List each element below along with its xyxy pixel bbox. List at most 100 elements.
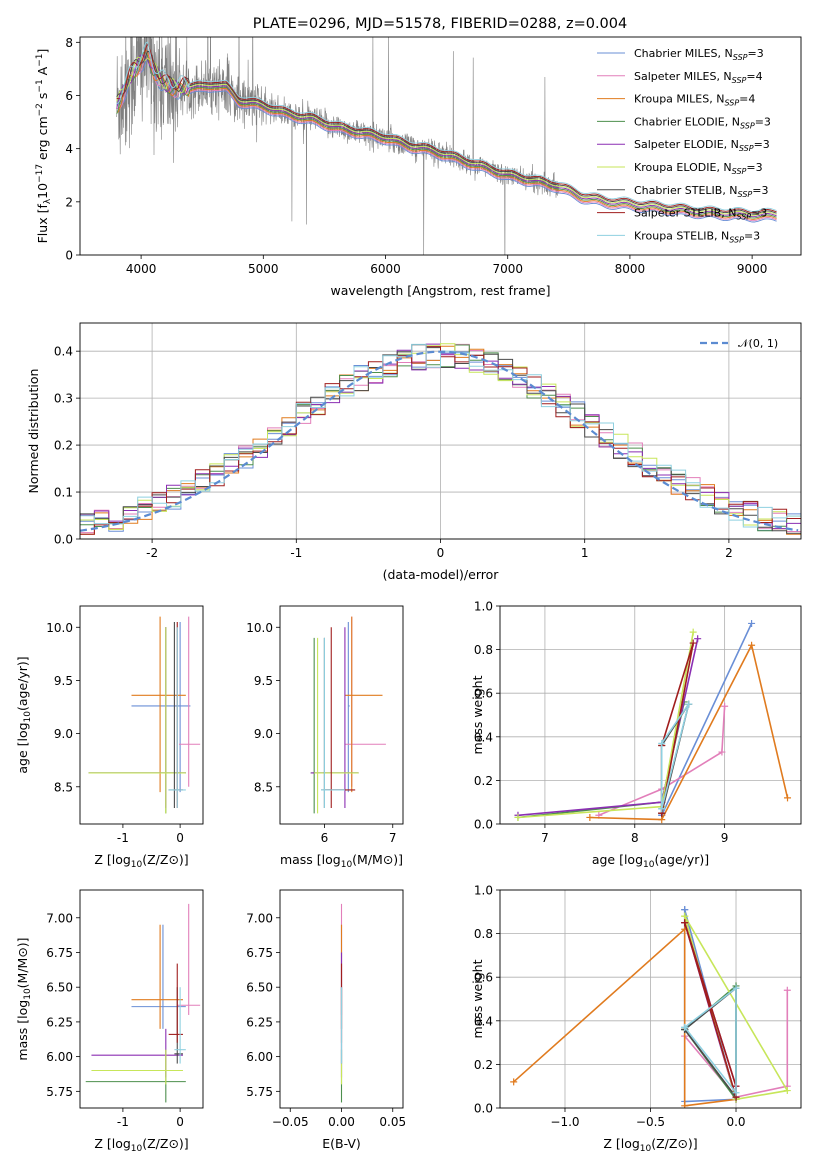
legend-name: Chabrier STELIB xyxy=(634,184,722,197)
legend-nssp: 3 xyxy=(763,138,770,151)
legend-n: , N xyxy=(709,93,724,106)
y-axis-label-text: mass [log xyxy=(15,1000,30,1061)
y-axis-label-part: −2 xyxy=(35,103,45,116)
y-axis-label-text: Normed distribution xyxy=(26,369,41,494)
x-axis-label: (data-model)/error xyxy=(383,567,500,582)
y-tick-label: 5.75 xyxy=(246,1085,273,1099)
panel-age-vs-mass: 6 7 8.5 9.0 9.5 10.0 mass [log10(M/M⊙)] xyxy=(246,605,404,870)
weight-marker xyxy=(681,919,689,927)
model-line-kroupa-elodie xyxy=(116,56,777,216)
legend-sub: SSP xyxy=(740,121,755,130)
model-line-salpeter-elodie xyxy=(116,54,777,218)
model-line-kroupa-miles xyxy=(116,50,777,220)
histogram-kroupa-stelib xyxy=(80,343,801,539)
legend-eq: = xyxy=(746,70,755,83)
y-tick-label: 8.5 xyxy=(254,780,273,794)
axes-frame xyxy=(79,605,204,825)
y-axis-label-part: −1 xyxy=(35,79,45,92)
legend-sub: SSP xyxy=(732,76,747,85)
panel-weight-vs-Z: −1.0 −0.5 0.0 0.0 0.2 0.4 0.6 0.8 1.0 Z [log10(Z/… xyxy=(470,884,802,1154)
legend-sub: SSP xyxy=(732,167,747,176)
y-axis-label-part: s xyxy=(35,93,50,104)
legend-name: Chabrier MILES xyxy=(634,47,718,60)
x-tick-label: 0 xyxy=(176,1115,184,1129)
x-axis-label-rest: (Z/Z⊙)] xyxy=(142,852,188,867)
x-tick-label: 1 xyxy=(581,546,589,560)
y-axis-label: Normed distribution xyxy=(26,369,41,494)
y-tick-label: 0.6 xyxy=(474,971,493,985)
model-line-chabrier-stelib xyxy=(116,50,777,215)
x-tick-label: 0.00 xyxy=(328,1115,355,1129)
legend-sub: SSP xyxy=(724,99,739,108)
weight-marker xyxy=(685,700,693,708)
y-tick-label: 6.75 xyxy=(246,946,273,960)
plot-area-spectrum xyxy=(116,37,777,255)
x-axis-label-rest: (M/M⊙)] xyxy=(352,852,403,867)
weight-marker xyxy=(658,805,666,813)
y-tick-label: 6.50 xyxy=(46,981,73,995)
x-tick-label: 7 xyxy=(389,831,397,845)
model-line-chabrier-miles xyxy=(116,56,777,223)
weight-marker xyxy=(689,628,697,636)
weight-line-kroupa-stelib xyxy=(684,986,737,1096)
x-axis-label-text: mass [log xyxy=(280,852,341,867)
legend-n: , N xyxy=(722,184,737,197)
x-axis-label-text: Z [log xyxy=(603,1136,639,1151)
x-tick-label: -2 xyxy=(146,546,158,560)
y-tick-label: 0.2 xyxy=(474,774,493,788)
x-tick-label: 6000 xyxy=(370,262,401,276)
weight-marker xyxy=(514,813,522,821)
y-tick-label: 5.75 xyxy=(46,1085,73,1099)
y-tick-label: 9.5 xyxy=(254,674,273,688)
x-tick-label: -1 xyxy=(290,546,302,560)
x-axis-label-rest: (Z/Z⊙)] xyxy=(651,1136,697,1151)
y-tick-label: 8.5 xyxy=(54,780,73,794)
y-axis-label-text: mass weight xyxy=(470,959,485,1038)
y-tick-label: 0.8 xyxy=(474,927,493,941)
x-axis-label-text: E(B-V) xyxy=(322,1136,361,1151)
legend-entry: Salpeter ELODIE, NSSP=3 xyxy=(634,138,770,153)
model-line-salpeter-stelib xyxy=(116,43,777,214)
weight-marker xyxy=(718,748,726,756)
x-axis-label: wavelength [Angstrom, rest frame] xyxy=(330,283,550,298)
legend-sub: SSP xyxy=(739,144,754,153)
axes-frame xyxy=(499,889,802,1109)
y-tick-label: 0.0 xyxy=(474,1102,493,1116)
y-tick-label: 6 xyxy=(65,89,73,103)
weight-line-salpeter-miles xyxy=(684,990,789,1098)
plot-area-age-vs-Z xyxy=(88,616,201,814)
y-axis-label-text: age [log xyxy=(15,722,30,773)
legend-eq: = xyxy=(755,115,764,128)
model-line-kroupa-stelib xyxy=(116,41,777,212)
legend-entry: Salpeter STELIB, NSSP=3 xyxy=(634,207,767,222)
plot-area-weight-vs-age xyxy=(514,619,792,824)
weight-marker xyxy=(658,739,666,747)
y-axis-label-part: erg cm xyxy=(35,116,50,164)
weight-line-chabrier-miles xyxy=(660,623,753,816)
y-tick-label: 6.00 xyxy=(246,1050,273,1064)
legend-n: , N xyxy=(716,70,731,83)
y-axis-label-rest: (M/M⊙)] xyxy=(15,937,30,988)
x-tick-label: 0.05 xyxy=(379,1115,406,1129)
panel-mass-vs-Z: -1 05.756.006.256.506.757.00Z [log10(Z/Z⊙… xyxy=(15,889,204,1154)
axes-frame xyxy=(279,889,404,1109)
weight-marker xyxy=(681,1023,689,1031)
x-tick-label: 2 xyxy=(725,546,733,560)
x-axis-label-text: (data-model)/error xyxy=(383,567,500,582)
y-tick-label: 0 xyxy=(65,249,73,263)
y-axis-label-part: 10 xyxy=(35,183,50,199)
y-tick-label: 8 xyxy=(65,36,73,50)
x-axis-label-sub: 10 xyxy=(341,860,353,870)
y-tick-label: 0.4 xyxy=(474,730,493,744)
y-tick-label: 0.0 xyxy=(54,533,73,547)
axes-frame xyxy=(79,322,802,540)
legend-nssp: 3 xyxy=(764,115,771,128)
legend-eq: = xyxy=(752,184,761,197)
y-tick-label: 0.2 xyxy=(474,1058,493,1072)
weight-marker xyxy=(681,1102,689,1108)
legend-name: Salpeter STELIB xyxy=(634,207,721,220)
x-axis-label-sub: 10 xyxy=(640,1144,652,1154)
legend-sub: SSP xyxy=(729,235,744,244)
